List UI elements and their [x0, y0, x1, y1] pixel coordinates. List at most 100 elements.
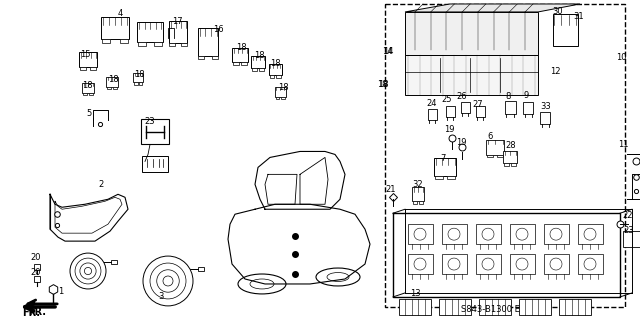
Bar [540, 112, 550, 123]
Bar [419, 201, 423, 204]
Bar [476, 224, 500, 244]
Bar [79, 52, 97, 67]
Text: 19: 19 [456, 138, 467, 147]
Text: 20: 20 [30, 253, 40, 262]
Bar [269, 75, 274, 78]
Text: 2: 2 [98, 180, 103, 189]
Bar [83, 93, 87, 95]
Bar [476, 254, 500, 274]
Text: 28: 28 [505, 141, 516, 150]
Bar [543, 224, 568, 244]
Bar [141, 119, 169, 145]
Bar [251, 56, 265, 68]
Text: 8: 8 [505, 92, 510, 101]
Ellipse shape [238, 274, 286, 294]
Bar [107, 87, 111, 89]
Text: 18: 18 [236, 43, 246, 52]
Polygon shape [405, 55, 538, 95]
Bar [111, 260, 117, 264]
Text: 18: 18 [108, 75, 118, 84]
Bar [412, 187, 424, 201]
Bar [461, 102, 470, 113]
Text: 18: 18 [134, 70, 145, 79]
Bar [269, 64, 282, 75]
Text: 16: 16 [213, 26, 223, 34]
Bar [408, 224, 433, 244]
Text: 13: 13 [410, 289, 420, 299]
Bar [523, 102, 533, 114]
Text: 9: 9 [523, 91, 528, 100]
Text: 6: 6 [487, 132, 492, 141]
Bar [408, 254, 433, 274]
Bar [120, 39, 128, 43]
Text: S843-B1300 E: S843-B1300 E [461, 305, 520, 314]
Polygon shape [405, 4, 580, 12]
Bar [445, 106, 454, 117]
Text: 24: 24 [426, 99, 436, 108]
Text: 5: 5 [86, 109, 92, 118]
Bar [479, 299, 511, 315]
Bar [154, 42, 162, 46]
Circle shape [70, 253, 106, 289]
Bar [435, 176, 443, 179]
Text: 23: 23 [144, 117, 155, 126]
Bar [169, 43, 175, 46]
Bar [559, 299, 591, 315]
Bar [113, 87, 117, 89]
Text: 18: 18 [278, 83, 289, 92]
Bar [181, 43, 187, 46]
Text: 18: 18 [254, 51, 264, 60]
Bar [275, 87, 285, 97]
Bar [82, 83, 94, 93]
Bar [439, 299, 471, 315]
Bar [434, 159, 456, 176]
Text: 4: 4 [118, 10, 124, 19]
Text: 18: 18 [378, 80, 388, 89]
Bar [276, 75, 280, 78]
Bar [169, 21, 187, 43]
Bar [504, 101, 515, 114]
Bar [142, 156, 168, 172]
Bar [138, 42, 146, 46]
Bar [486, 140, 504, 155]
Text: 15: 15 [80, 50, 90, 59]
Text: 18: 18 [82, 81, 93, 90]
Text: 1: 1 [58, 287, 63, 296]
Text: 3: 3 [158, 293, 163, 301]
Bar [212, 56, 218, 59]
Bar [259, 68, 264, 71]
Bar [399, 299, 431, 315]
Text: 23: 23 [623, 226, 634, 235]
Bar [106, 77, 118, 87]
Bar [509, 224, 534, 244]
Bar [137, 22, 163, 42]
Bar [577, 224, 602, 244]
Text: 30: 30 [552, 7, 563, 17]
Bar [134, 82, 138, 85]
Text: 22: 22 [622, 211, 632, 220]
Text: FR.: FR. [22, 308, 40, 318]
Bar [90, 67, 96, 70]
Bar [232, 48, 248, 62]
Bar [198, 56, 204, 59]
Text: 17: 17 [172, 18, 182, 26]
Bar [89, 93, 93, 95]
Text: 14: 14 [383, 47, 394, 56]
Bar [511, 163, 516, 166]
Bar [476, 106, 484, 117]
Bar [503, 152, 517, 163]
Text: 18: 18 [377, 80, 388, 89]
Bar [198, 28, 218, 56]
Bar [447, 176, 455, 179]
Bar [487, 155, 493, 158]
Bar [413, 201, 417, 204]
Text: 31: 31 [573, 12, 584, 21]
Bar [241, 62, 247, 65]
Bar [233, 62, 239, 65]
Ellipse shape [316, 268, 360, 286]
Bar [102, 39, 111, 43]
Bar [252, 68, 257, 71]
Bar [80, 67, 86, 70]
Bar [281, 97, 285, 99]
Bar [519, 299, 551, 315]
